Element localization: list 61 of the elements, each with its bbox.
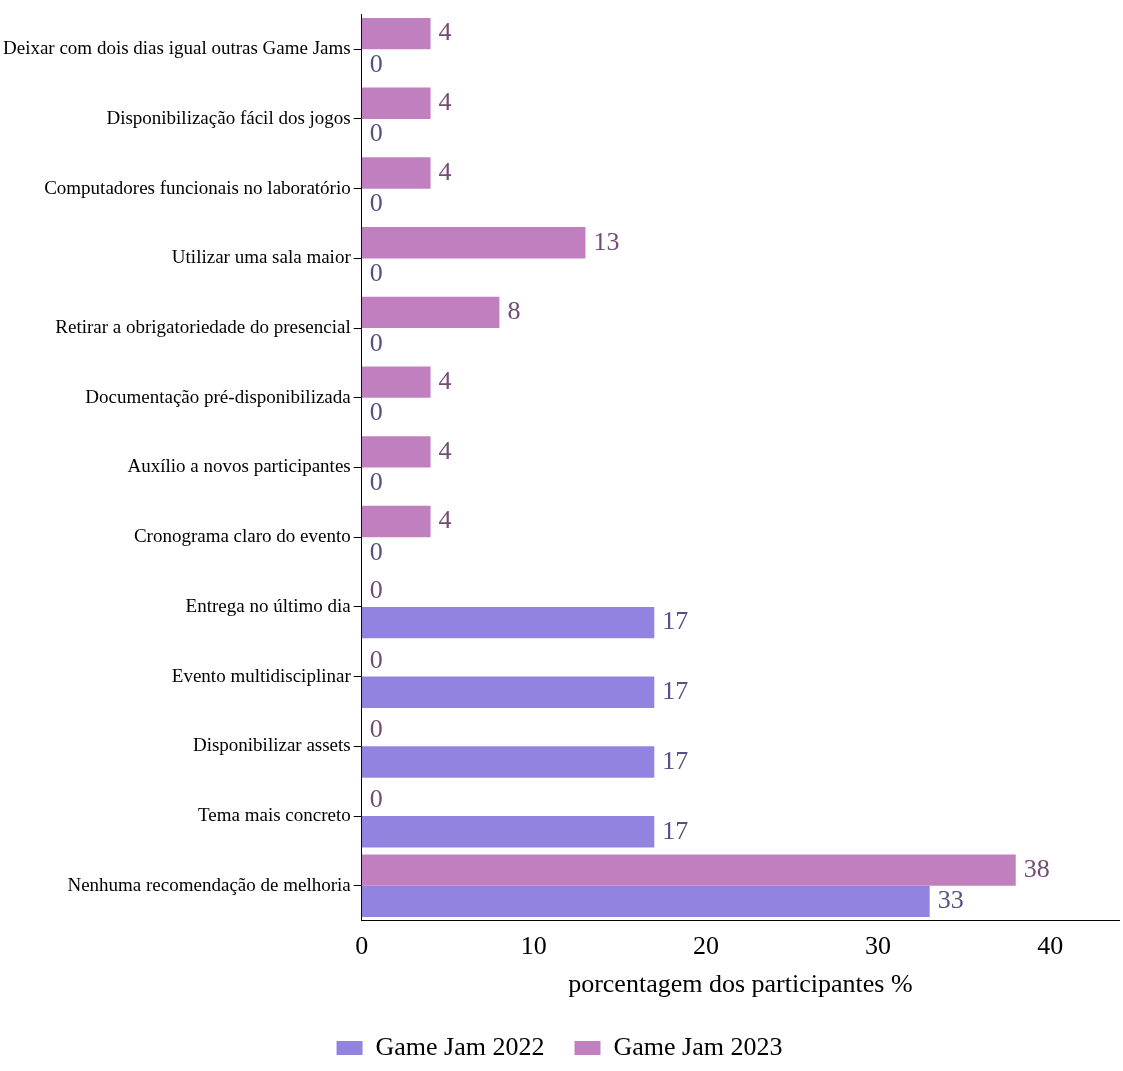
y-tick-label: Evento multidisciplinar — [171, 664, 352, 686]
data-label: 0 — [369, 397, 383, 427]
data-label: 0 — [369, 536, 383, 566]
data-label: 4 — [438, 156, 452, 186]
x-axis-title: porcentagem dos participantes % — [568, 969, 913, 999]
y-tick-label: Computadores funcionais no laboratório — [44, 176, 351, 198]
bar — [361, 87, 431, 119]
bar — [361, 816, 655, 848]
data-label: 38 — [1023, 853, 1050, 883]
data-label: 0 — [369, 575, 383, 605]
bar — [361, 227, 586, 259]
legend-label: Game Jam 2023 — [613, 1031, 783, 1061]
y-tick-label: Nenhuma recomendação de melhoria — [67, 873, 352, 895]
bar — [361, 885, 930, 918]
y-tick-label: Tema mais concreto — [198, 804, 351, 826]
data-label: 4 — [438, 435, 452, 465]
data-label: 0 — [369, 784, 383, 814]
bar — [361, 436, 431, 468]
y-tick-label: Disponibilizar assets — [192, 734, 351, 756]
y-tick-label: Documentação pré-disponibilizada — [85, 385, 352, 407]
data-label: 8 — [507, 296, 521, 326]
data-label: 17 — [662, 815, 689, 845]
data-label: 0 — [369, 48, 383, 78]
data-label: 0 — [369, 467, 383, 497]
bar — [361, 746, 655, 778]
data-label: 4 — [438, 365, 452, 395]
x-tick-label: 10 — [520, 931, 547, 961]
data-label: 4 — [438, 87, 452, 117]
y-tick-label: Deixar com dois dias igual outras Game Jams — [2, 37, 351, 59]
bar — [361, 366, 431, 398]
x-tick-label: 20 — [692, 931, 719, 961]
data-label: 4 — [438, 505, 452, 535]
data-label: 0 — [369, 257, 383, 287]
x-tick-label: 40 — [1037, 931, 1064, 961]
x-tick-label: 30 — [865, 931, 892, 961]
y-tick-label: Entrega no último dia — [185, 594, 352, 616]
bar — [361, 505, 431, 538]
x-tick-label: 0 — [355, 931, 369, 961]
bar — [361, 606, 655, 639]
data-label: 0 — [369, 644, 383, 674]
bar — [361, 157, 431, 189]
y-tick-label: Utilizar uma sala maior — [171, 246, 352, 268]
bar — [361, 17, 431, 50]
bar — [361, 296, 500, 329]
data-label: 13 — [593, 226, 620, 256]
data-label: 0 — [369, 714, 383, 744]
data-label: 0 — [369, 327, 383, 357]
data-label: 4 — [438, 17, 452, 47]
data-label: 17 — [662, 606, 689, 636]
data-label: 17 — [662, 745, 689, 775]
legend-label: Game Jam 2022 — [375, 1031, 545, 1061]
data-label: 0 — [369, 188, 383, 218]
data-label: 0 — [369, 118, 383, 148]
data-label: 17 — [662, 676, 689, 706]
y-tick-label: Cronograma claro do evento — [133, 525, 351, 547]
y-tick-label: Retirar a obrigatoriedade do presencial — [55, 316, 351, 338]
y-tick-label: Disponibilização fácil dos jogos — [106, 106, 351, 128]
data-label: 33 — [937, 885, 964, 915]
bar — [361, 854, 1016, 886]
y-tick-label: Auxílio a novos participantes — [127, 455, 351, 477]
bar — [361, 676, 655, 708]
